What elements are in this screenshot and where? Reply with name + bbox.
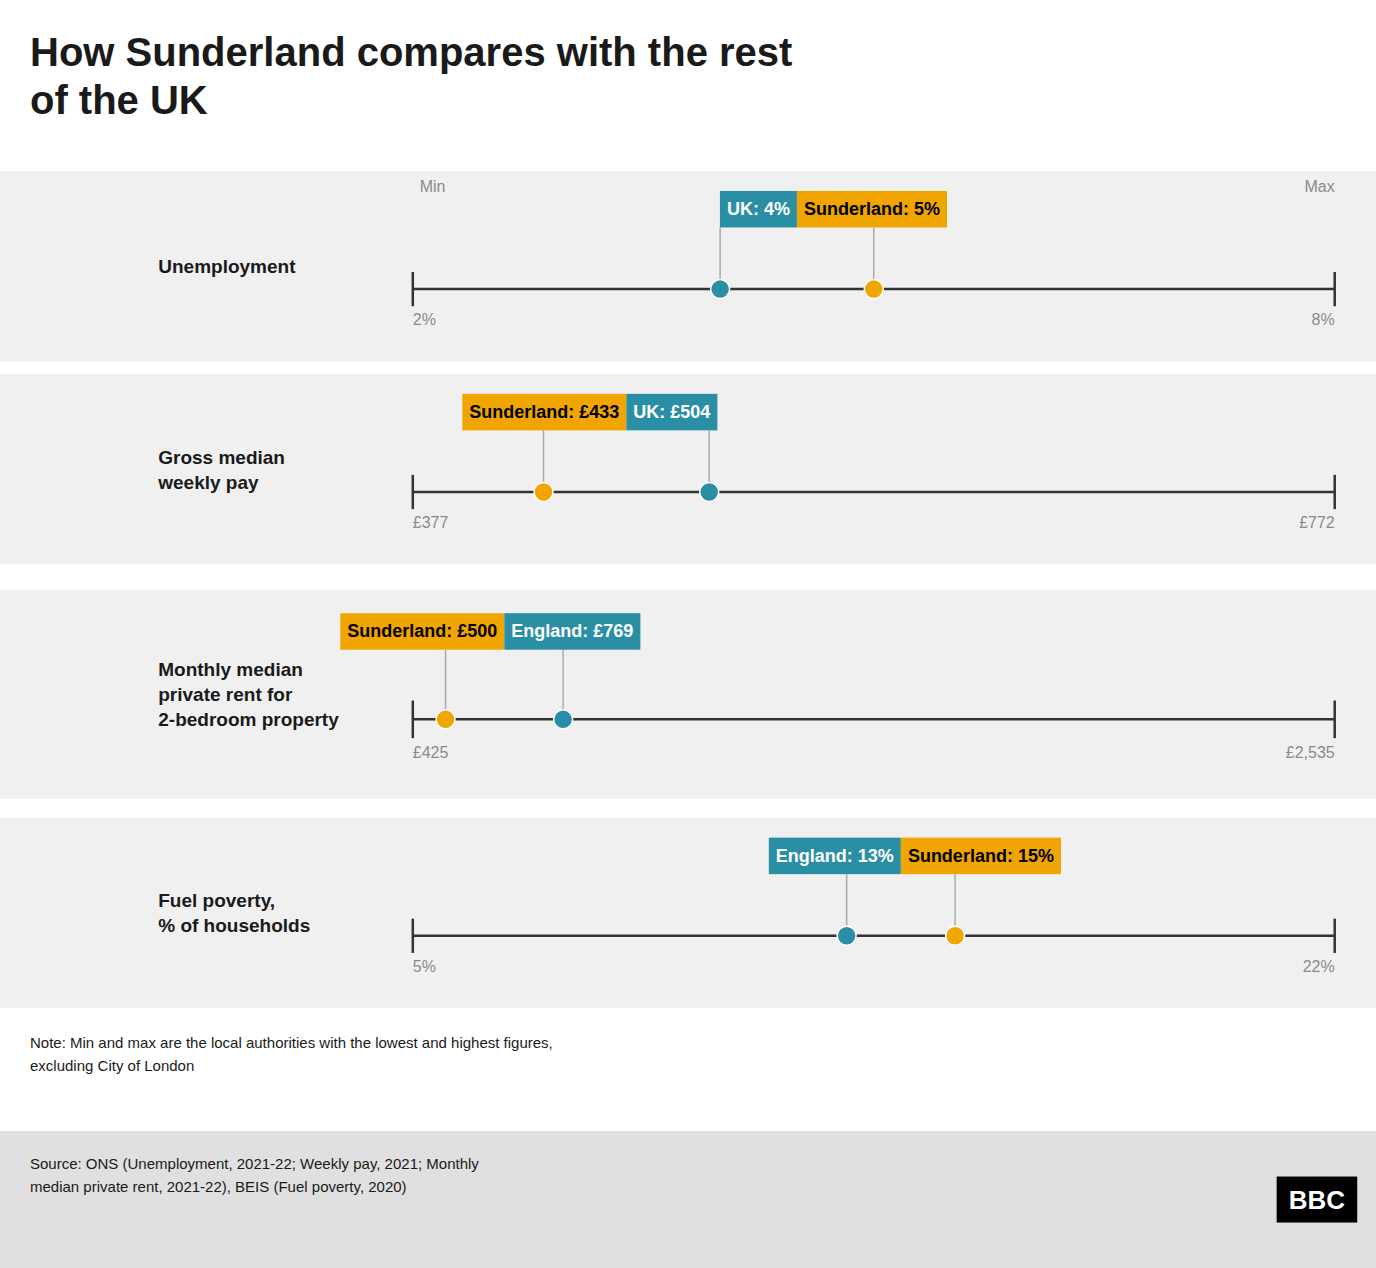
row-label: Fuel poverty, % of households <box>158 890 310 936</box>
text-line: 2-bedroom property <box>158 709 339 730</box>
text-line: % of households <box>158 915 310 936</box>
dots <box>436 710 573 729</box>
value-label-box <box>769 838 901 875</box>
connectors <box>544 430 710 492</box>
connectors <box>446 650 564 720</box>
value-labels: England: 13% Sunderland: 15% <box>769 838 1061 875</box>
tick-mark <box>1333 272 1336 306</box>
dot <box>700 482 719 501</box>
text-line: How Sunderland compares with the rest <box>30 30 792 74</box>
tick-mark <box>412 272 415 306</box>
row-panel: Gross median weekly pay £377 £772 Sunderland… <box>0 374 1376 564</box>
value-label: England: £769 <box>511 621 633 641</box>
header-annotation: Max <box>1304 178 1334 195</box>
value-label-box <box>462 394 626 431</box>
dots <box>711 280 884 299</box>
tick-label: 5% <box>413 958 436 975</box>
panel-background <box>0 374 1376 564</box>
row-panel: Unemployment 2% 8% Min Max UK: 4% Sunderland: … <box>0 171 1376 361</box>
row-label: Monthly median private rent for 2-bedroom … <box>158 659 339 730</box>
chart-canvas: How Sunderland compares with the restof … <box>0 0 1376 1268</box>
value-labels: Sunderland: £500 England: £769 <box>340 613 640 650</box>
connector <box>445 650 447 720</box>
value-label: Sunderland: 15% <box>908 846 1054 866</box>
tick-label: £2,535 <box>1286 744 1335 761</box>
background <box>0 0 1376 1268</box>
text-line: median private rent, 2021-22), BEIS (Fue… <box>30 1178 407 1195</box>
page: {"title": "How Sunderland compares with … <box>0 0 1376 1268</box>
row-panel: Fuel poverty, % of households 5% 22% England… <box>0 818 1376 1008</box>
dot <box>711 280 730 299</box>
dot <box>946 926 965 945</box>
value-label: Sunderland: £433 <box>469 402 619 422</box>
connector <box>562 650 564 720</box>
dot <box>534 482 553 501</box>
value-label-box <box>626 394 717 431</box>
value-label: England: 13% <box>776 846 894 866</box>
value-label-box <box>797 191 947 228</box>
text-line: Monthly median <box>158 659 303 680</box>
text-line: private rent for <box>158 684 293 705</box>
connectors <box>847 874 955 936</box>
value-label: UK: £504 <box>633 402 710 422</box>
text-line: Unemployment <box>158 256 296 277</box>
dot <box>554 710 573 729</box>
row-label: Unemployment <box>158 256 296 277</box>
row-label: Gross median weekly pay <box>157 446 285 492</box>
dot <box>436 710 455 729</box>
value-label-box <box>901 838 1061 875</box>
axis-line <box>413 718 1335 721</box>
text-line: Gross median <box>158 446 285 467</box>
dots <box>534 482 719 501</box>
text-line: excluding City of London <box>30 1057 194 1074</box>
tick-label: 2% <box>413 311 436 328</box>
value-label: Sunderland: 5% <box>804 199 940 219</box>
tick-mark <box>412 919 415 953</box>
panel-background <box>0 818 1376 1008</box>
panel-background <box>0 171 1376 361</box>
tick-mark <box>1333 701 1336 739</box>
axis-line <box>413 935 1335 938</box>
tick-mark <box>1333 475 1336 509</box>
tick-label: 8% <box>1312 311 1335 328</box>
value-labels: UK: 4% Sunderland: 5% <box>720 191 947 228</box>
value-label-box <box>504 613 640 650</box>
dot <box>837 926 856 945</box>
tick-label: £772 <box>1299 514 1335 531</box>
tick-label: 22% <box>1303 958 1335 975</box>
value-label-box <box>340 613 504 650</box>
logo: BBC <box>1277 1177 1358 1223</box>
source: Source: ONS (Unemployment, 2021-22; Week… <box>30 1155 479 1195</box>
tick-mark <box>412 475 415 509</box>
dots <box>837 926 964 945</box>
tick-mark <box>1333 919 1336 953</box>
source-background <box>0 1131 1376 1268</box>
text-line: Note: Min and max are the local authorit… <box>30 1034 553 1051</box>
logo-text: BBC <box>1289 1185 1346 1215</box>
tick-label: £377 <box>413 514 449 531</box>
panel-background <box>0 590 1376 799</box>
title: How Sunderland compares with the restof … <box>30 30 792 122</box>
dot <box>864 280 883 299</box>
text-line: weekly pay <box>157 471 259 492</box>
text-line: Fuel poverty, <box>158 890 275 911</box>
tick-label: £425 <box>413 744 449 761</box>
row-panel: Monthly median private rent for 2-bedroom … <box>0 590 1376 799</box>
note: Note: Min and max are the local authorit… <box>30 1034 553 1074</box>
value-label: UK: 4% <box>727 199 790 219</box>
text-line: Source: ONS (Unemployment, 2021-22; Week… <box>30 1155 479 1172</box>
value-label: Sunderland: £500 <box>347 621 497 641</box>
header-annotation: Min <box>420 178 446 195</box>
logo-box <box>1277 1177 1358 1223</box>
connectors <box>720 227 874 289</box>
text-line: of the UK <box>30 78 208 122</box>
tick-mark <box>412 701 415 739</box>
value-label-box <box>720 191 797 228</box>
value-labels: Sunderland: £433 UK: £504 <box>462 394 717 431</box>
